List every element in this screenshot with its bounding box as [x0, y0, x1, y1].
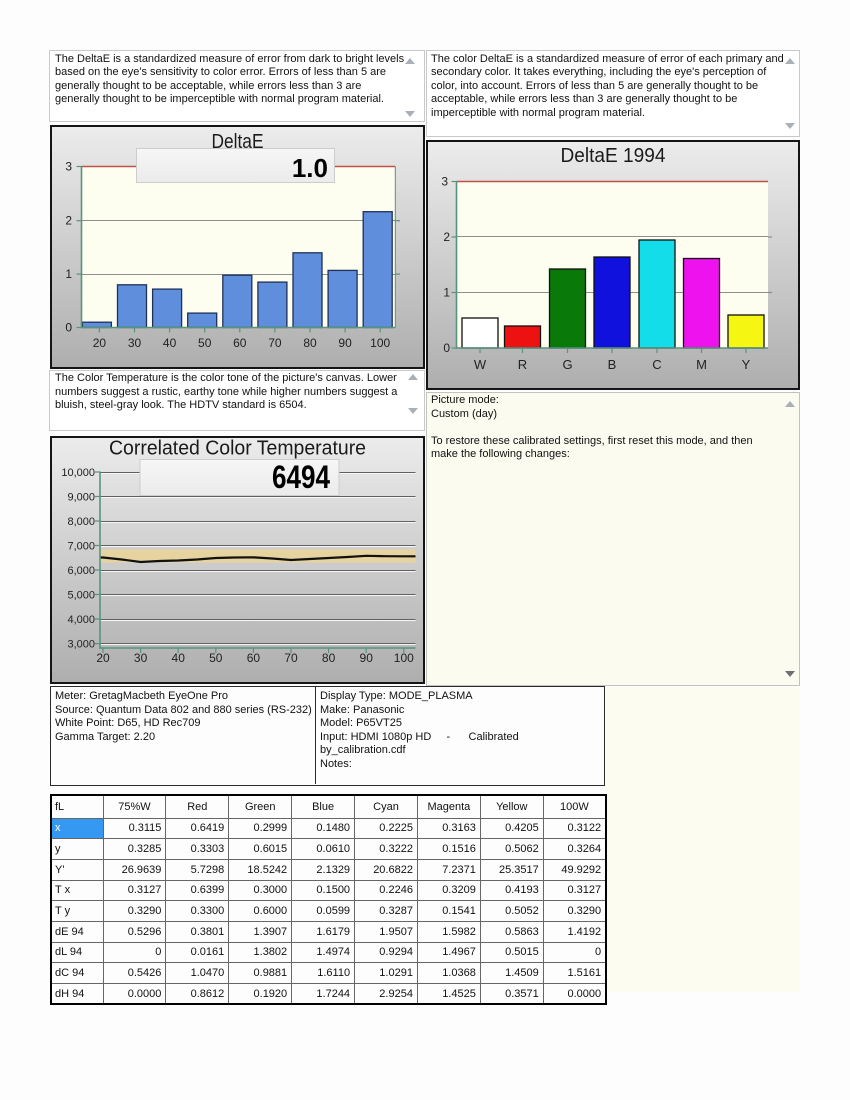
svg-text:70: 70	[268, 336, 282, 350]
svg-text:50: 50	[198, 336, 212, 350]
svg-text:3: 3	[65, 160, 72, 174]
svg-text:3: 3	[441, 175, 448, 189]
svg-text:90: 90	[338, 336, 352, 350]
svg-text:1: 1	[65, 267, 72, 281]
svg-text:10,000: 10,000	[61, 467, 95, 479]
svg-text:70: 70	[284, 651, 298, 665]
svg-text:0: 0	[443, 341, 450, 355]
svg-text:5,000: 5,000	[67, 590, 95, 602]
svg-text:60: 60	[247, 651, 261, 665]
svg-text:M: M	[696, 357, 707, 372]
svg-text:6494: 6494	[272, 459, 330, 495]
svg-text:60: 60	[233, 336, 247, 350]
svg-text:2: 2	[65, 214, 72, 228]
svg-text:Y: Y	[742, 357, 751, 372]
svg-text:2: 2	[443, 230, 450, 244]
svg-text:4,000: 4,000	[67, 614, 95, 626]
svg-text:20: 20	[96, 651, 110, 665]
svg-text:100: 100	[370, 336, 390, 350]
svg-text:DeltaE 1994: DeltaE 1994	[561, 145, 666, 167]
svg-text:40: 40	[163, 336, 177, 350]
svg-text:R: R	[518, 357, 527, 372]
svg-text:90: 90	[360, 651, 374, 665]
svg-text:20: 20	[93, 336, 107, 350]
svg-text:0: 0	[65, 321, 72, 335]
svg-text:8,000: 8,000	[67, 516, 95, 528]
svg-text:DeltaE: DeltaE	[212, 131, 264, 153]
svg-text:G: G	[562, 357, 572, 372]
svg-text:100: 100	[394, 651, 414, 665]
svg-text:B: B	[608, 357, 617, 372]
svg-text:30: 30	[128, 336, 142, 350]
svg-text:30: 30	[134, 651, 148, 665]
svg-text:1.0: 1.0	[292, 153, 328, 183]
svg-text:W: W	[474, 357, 487, 372]
svg-text:Correlated Color Temperature: Correlated Color Temperature	[109, 438, 366, 460]
svg-text:80: 80	[322, 651, 336, 665]
svg-text:6,000: 6,000	[67, 565, 95, 577]
svg-text:7,000: 7,000	[67, 541, 95, 553]
svg-text:50: 50	[209, 651, 223, 665]
svg-text:C: C	[652, 357, 661, 372]
svg-text:3,000: 3,000	[67, 639, 95, 651]
svg-text:80: 80	[303, 336, 317, 350]
svg-text:40: 40	[172, 651, 186, 665]
svg-text:9,000: 9,000	[67, 492, 95, 504]
svg-text:1: 1	[443, 286, 450, 300]
